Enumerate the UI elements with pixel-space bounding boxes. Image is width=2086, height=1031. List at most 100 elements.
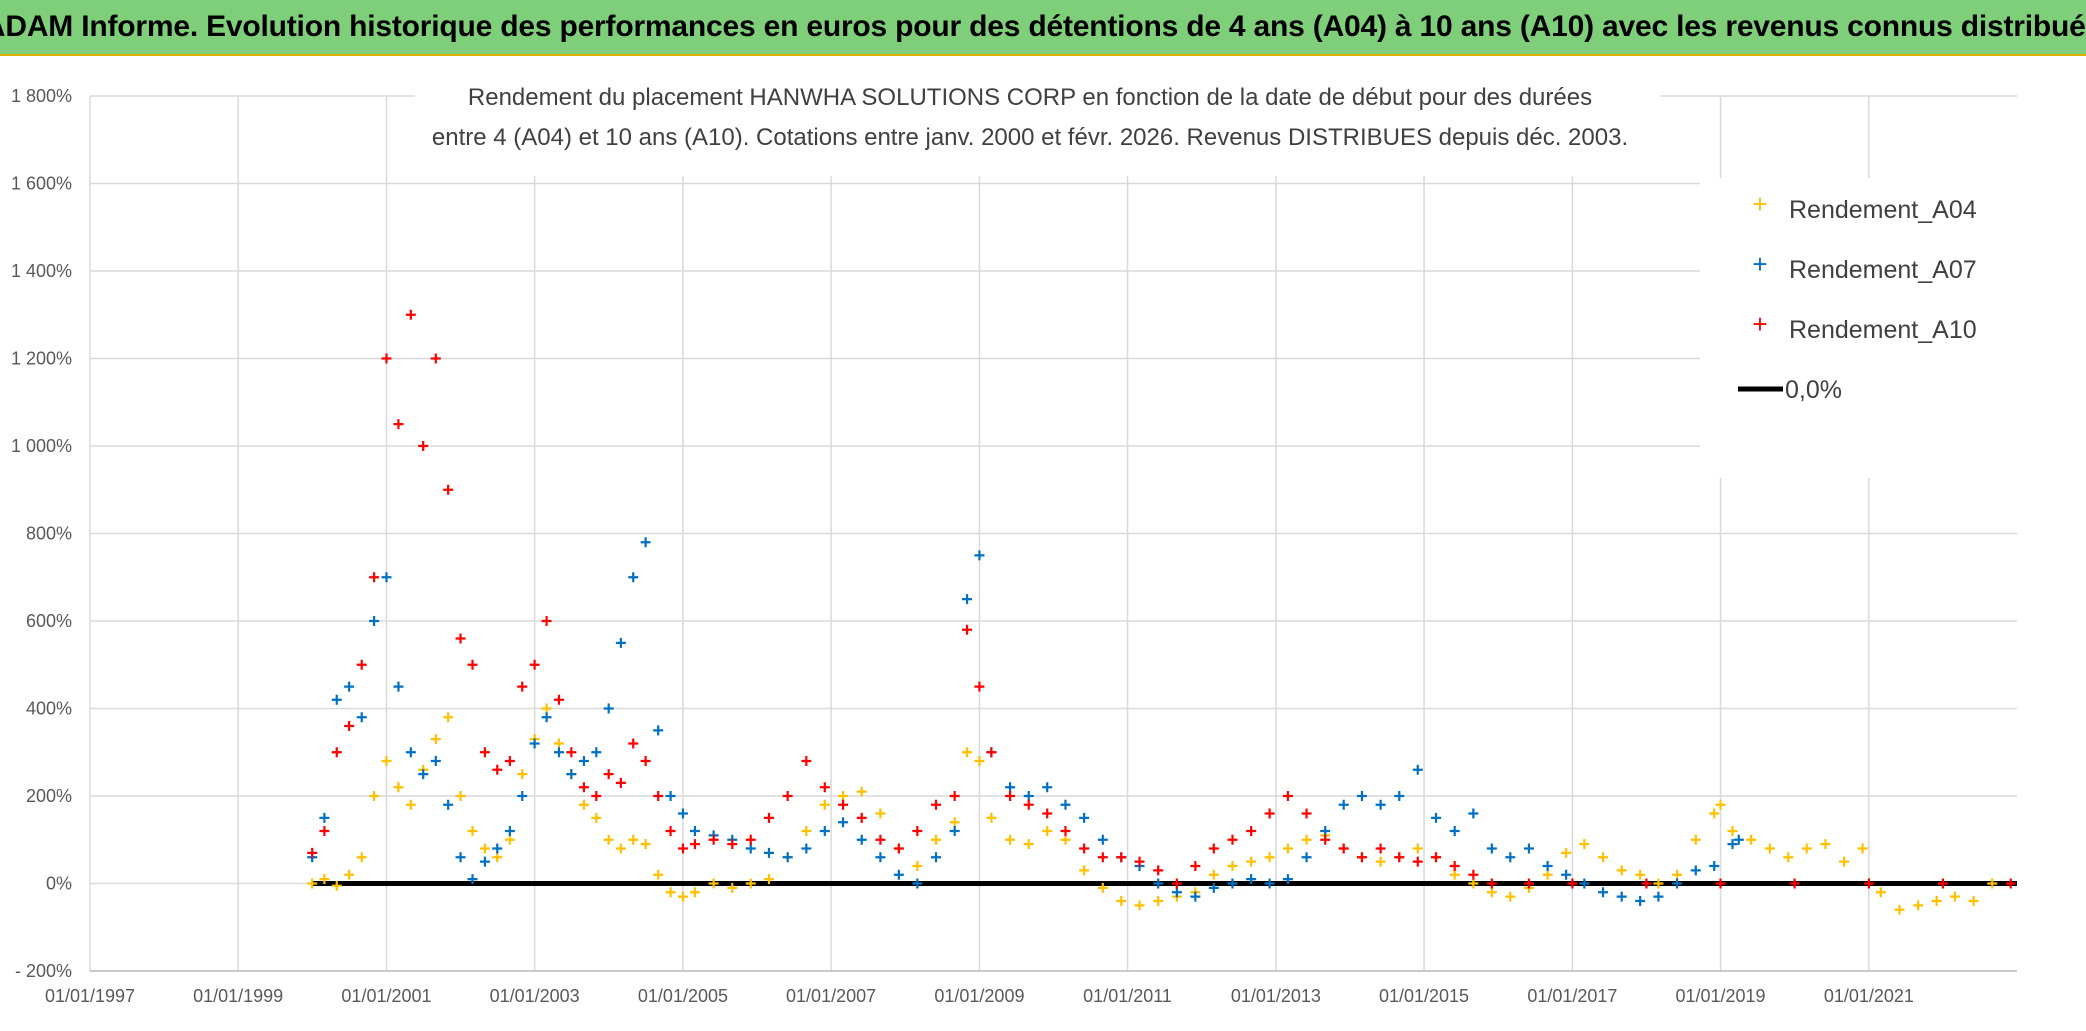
data-point: [1264, 808, 1275, 819]
data-point: [931, 834, 942, 845]
data-point: [1282, 843, 1293, 854]
data-point: [529, 659, 540, 670]
data-point: [838, 791, 849, 801]
data-point: [1690, 865, 1701, 876]
data-point: [418, 769, 429, 780]
data-point: [356, 712, 367, 723]
data-point: [1375, 799, 1386, 810]
data-point: [782, 852, 793, 863]
data-point: [1079, 865, 1090, 876]
data-point: [1486, 843, 1497, 854]
data-point: [763, 812, 774, 823]
data-point: [603, 769, 614, 780]
data-point: [1227, 861, 1238, 871]
data-point: [1579, 839, 1590, 850]
scatter-chart: - 200% 0% 200% 400% 600% 800% 1 000% 1 200% 1 40…: [0, 56, 2086, 1031]
y-tick-label: 200%: [26, 786, 72, 806]
data-point: [1468, 808, 1479, 819]
x-tick-label: 01/01/1997: [45, 986, 135, 1006]
data-point: [1208, 869, 1219, 880]
legend-label-zero-line: 0,0%: [1785, 376, 1842, 404]
x-tick-label: 01/01/2005: [638, 986, 728, 1006]
data-point: [819, 799, 830, 810]
series-rendement-a10: [307, 309, 2016, 889]
data-point: [1246, 856, 1257, 867]
data-point: [591, 747, 602, 758]
data-point: [1542, 869, 1553, 880]
data-point: [615, 843, 626, 854]
data-point: [856, 834, 867, 845]
data-point: [875, 834, 886, 845]
data-point: [782, 791, 793, 801]
data-point: [553, 694, 564, 705]
data-point: [1894, 904, 1905, 915]
data-point: [1746, 834, 1757, 845]
data-point: [1715, 878, 1726, 889]
y-tick-label: - 200%: [15, 961, 72, 981]
data-point: [479, 856, 490, 867]
data-point: [665, 887, 676, 898]
data-point: [1449, 826, 1460, 836]
data-point: [1282, 791, 1293, 801]
data-point: [1561, 869, 1572, 880]
data-point: [1079, 812, 1090, 823]
data-point: [1690, 834, 1701, 845]
data-point: [504, 756, 515, 766]
data-point: [801, 843, 812, 854]
data-point: [418, 441, 429, 451]
data-point: [319, 812, 330, 823]
data-point: [1839, 856, 1850, 867]
data-point: [381, 353, 392, 364]
data-point: [615, 777, 626, 788]
data-point: [949, 817, 960, 828]
data-point: [1356, 852, 1367, 863]
data-point: [307, 847, 318, 858]
x-tick-label: 01/01/2013: [1231, 986, 1321, 1006]
data-point: [962, 624, 973, 635]
data-point: [1412, 764, 1423, 775]
data-point: [745, 834, 756, 845]
data-point: [1116, 896, 1127, 906]
data-point: [1208, 882, 1219, 893]
data-point: [492, 852, 503, 863]
data-point: [1282, 874, 1293, 885]
data-point: [479, 747, 490, 758]
data-point: [455, 852, 466, 863]
data-point: [1338, 799, 1349, 810]
data-point: [912, 878, 923, 889]
data-point: [578, 799, 589, 810]
data-point: [1320, 826, 1331, 836]
data-point: [1153, 896, 1164, 906]
data-point: [541, 703, 552, 714]
data-point: [381, 572, 392, 583]
data-point: [344, 681, 355, 692]
data-point: [653, 725, 664, 736]
data-point: [381, 756, 392, 766]
data-point: [1060, 826, 1071, 836]
series-points: [307, 309, 2016, 915]
data-point: [1672, 869, 1683, 880]
data-point: [1320, 834, 1331, 845]
data-point: [1561, 847, 1572, 858]
data-point: [677, 891, 688, 902]
data-point: [708, 834, 719, 845]
data-point: [331, 694, 342, 705]
data-point: [1709, 861, 1720, 871]
data-point: [1023, 791, 1034, 801]
data-point: [1060, 799, 1071, 810]
data-point: [689, 839, 700, 850]
data-point: [1301, 808, 1312, 819]
data-point: [1208, 843, 1219, 854]
data-point: [1134, 900, 1145, 911]
data-point: [591, 812, 602, 823]
data-point: [1709, 808, 1720, 819]
data-point: [430, 353, 441, 364]
report-banner: ADAM Informe. Evolution historique des p…: [0, 0, 2086, 56]
data-point: [1375, 843, 1386, 854]
data-point: [1227, 878, 1238, 889]
data-point: [1023, 799, 1034, 810]
data-point: [319, 874, 330, 885]
legend-box: [1700, 178, 2018, 478]
data-point: [467, 826, 478, 836]
data-point: [986, 747, 997, 758]
